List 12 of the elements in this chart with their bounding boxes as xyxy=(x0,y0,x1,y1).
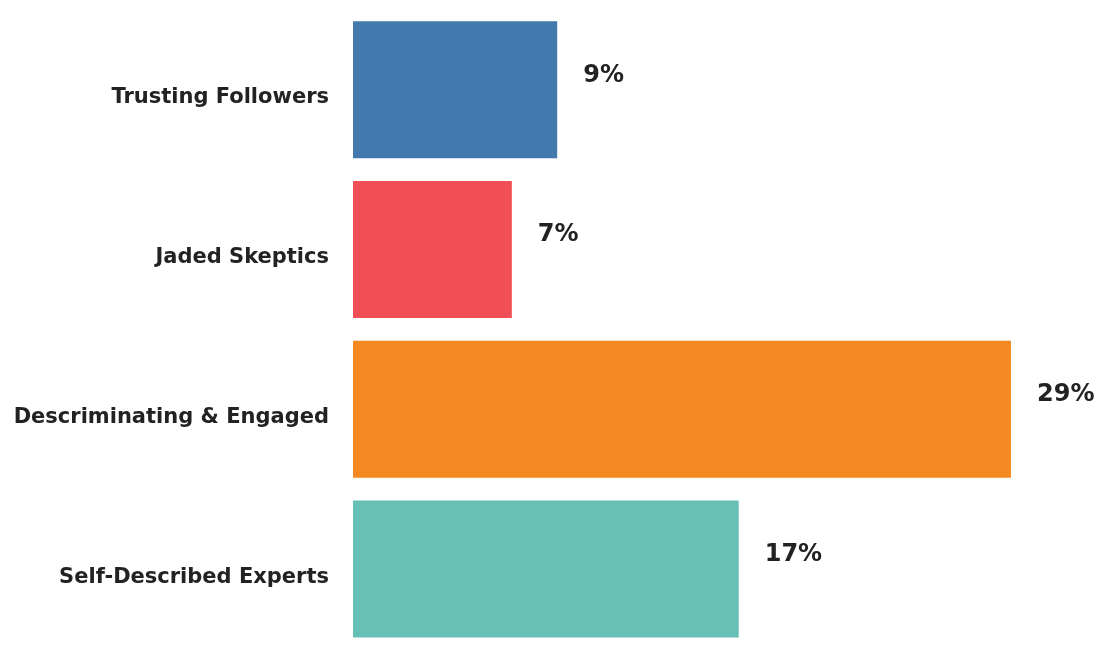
y-tick-label: Self-Described Experts xyxy=(59,563,329,588)
data-label: 7% xyxy=(537,219,579,248)
bar xyxy=(353,21,558,159)
bar xyxy=(353,500,739,638)
bar xyxy=(353,180,512,318)
data-label: 29% xyxy=(1037,379,1095,408)
data-label: 17% xyxy=(764,538,823,567)
y-tick-label: Descriminating & Engaged xyxy=(13,403,329,428)
bar xyxy=(353,340,1011,478)
y-tick-label: Trusting Followers xyxy=(111,84,329,109)
y-tick-label: Jaded Skeptics xyxy=(153,244,329,269)
data-label: 9% xyxy=(583,59,624,88)
